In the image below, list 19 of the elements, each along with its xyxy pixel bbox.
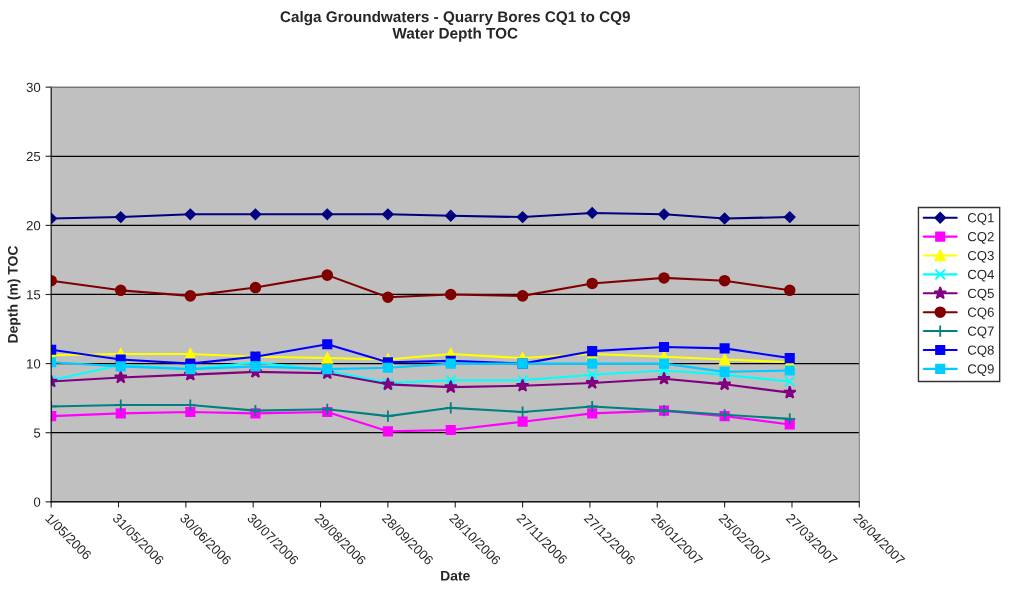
legend-label: CQ2: [967, 232, 994, 244]
y-axis-title: Depth (m) TOC: [7, 246, 21, 343]
legend-label: CQ5: [967, 288, 994, 301]
chart-title: Calga Groundwaters - Quarry Bores CQ1 to CQ9 Water Depth TOC: [280, 10, 630, 42]
legend-label: CQ1: [967, 213, 994, 225]
y-tick-label: 30: [26, 82, 41, 93]
x-axis-title: Date: [441, 570, 470, 581]
y-tick-label: 5: [33, 428, 41, 438]
y-tick-label: 15: [27, 290, 41, 300]
y-tick-label: 10: [27, 359, 41, 369]
legend-label: CQ3: [967, 250, 994, 263]
legend-label: CQ9: [967, 364, 994, 376]
legend-label: CQ4: [967, 269, 995, 282]
legend-label: CQ8: [967, 345, 994, 358]
y-tick-label: 20: [26, 220, 41, 231]
legend-label: CQ6: [967, 307, 994, 320]
y-tick-label: 25: [26, 151, 41, 162]
y-tick-label: 0: [33, 497, 41, 507]
legend-label: CQ7: [967, 326, 994, 339]
